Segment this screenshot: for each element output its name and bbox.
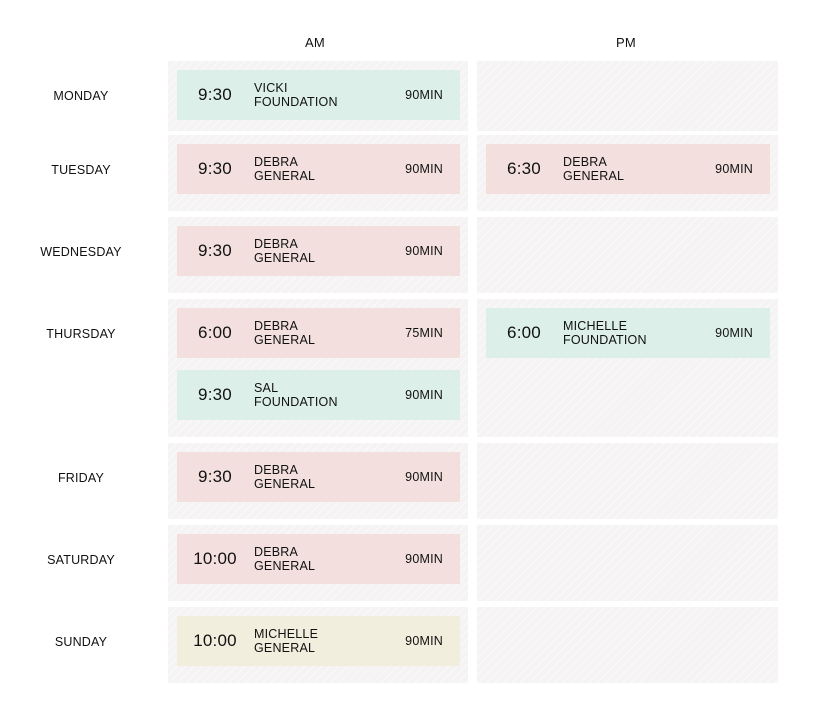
class-time: 9:30 (198, 241, 232, 260)
class-card[interactable]: 10:00 MICHELLE GENERAL 90MIN (177, 616, 460, 666)
class-time: 10:00 (193, 549, 237, 568)
slot-friday-pm (477, 443, 778, 519)
day-label-monday: MONDAY (53, 89, 109, 103)
class-card[interactable]: 6:00 DEBRA GENERAL 75MIN (177, 308, 460, 358)
class-card[interactable]: 9:30 DEBRA GENERAL 90MIN (177, 144, 460, 194)
class-info: VICKI FOUNDATION (254, 81, 338, 109)
class-info: SAL FOUNDATION (254, 381, 338, 409)
instructor-name: DEBRA (254, 319, 299, 333)
class-duration: 90MIN (405, 88, 443, 102)
instructor-name: MICHELLE (563, 319, 628, 333)
class-info: MICHELLE GENERAL (254, 627, 318, 655)
class-card[interactable]: 9:30 SAL FOUNDATION 90MIN (177, 370, 460, 420)
instructor-name: DEBRA (254, 545, 299, 559)
slot-saturday-pm (477, 525, 778, 601)
class-time: 6:00 (507, 323, 541, 342)
slot-wednesday-pm (477, 217, 778, 293)
class-info: DEBRA GENERAL (254, 319, 315, 347)
class-type: FOUNDATION (563, 333, 647, 347)
class-info: DEBRA GENERAL (254, 463, 315, 491)
class-duration: 90MIN (405, 552, 443, 566)
class-duration: 90MIN (715, 326, 753, 340)
class-type: GENERAL (254, 333, 316, 347)
class-info: DEBRA GENERAL (254, 545, 315, 573)
day-label-saturday: SATURDAY (47, 553, 115, 567)
instructor-name: MICHELLE (254, 627, 319, 641)
class-card[interactable]: 9:30 DEBRA GENERAL 90MIN (177, 226, 460, 276)
class-time: 6:00 (198, 323, 232, 342)
class-card[interactable]: 10:00 DEBRA GENERAL 90MIN (177, 534, 460, 584)
class-type: GENERAL (563, 169, 625, 183)
class-type: FOUNDATION (254, 95, 338, 109)
instructor-name: DEBRA (563, 155, 608, 169)
class-info: DEBRA GENERAL (254, 237, 315, 265)
class-card[interactable]: 9:30 VICKI FOUNDATION 90MIN (177, 70, 460, 120)
class-type: GENERAL (254, 251, 316, 265)
class-duration: 90MIN (405, 470, 443, 484)
slot-sunday-pm (477, 607, 778, 683)
class-card[interactable]: 6:00 MICHELLE FOUNDATION 90MIN (486, 308, 770, 358)
class-time: 10:00 (193, 631, 237, 650)
day-label-thursday: THURSDAY (46, 327, 116, 341)
class-type: GENERAL (254, 477, 316, 491)
class-time: 9:30 (198, 159, 232, 178)
class-duration: 90MIN (405, 388, 443, 402)
class-time: 9:30 (198, 385, 232, 404)
class-type: GENERAL (254, 559, 316, 573)
class-type: GENERAL (254, 641, 316, 655)
class-info: DEBRA GENERAL (563, 155, 624, 183)
instructor-name: DEBRA (254, 237, 299, 251)
instructor-name: DEBRA (254, 155, 299, 169)
class-time: 9:30 (198, 467, 232, 486)
class-duration: 90MIN (405, 162, 443, 176)
am-column-header: AM (304, 35, 326, 50)
class-duration: 90MIN (405, 244, 443, 258)
class-info: MICHELLE FOUNDATION (563, 319, 647, 347)
instructor-name: VICKI (254, 81, 288, 95)
class-card[interactable]: 6:30 DEBRA GENERAL 90MIN (486, 144, 770, 194)
class-time: 6:30 (507, 159, 541, 178)
day-label-wednesday: WEDNESDAY (40, 245, 122, 259)
class-info: DEBRA GENERAL (254, 155, 315, 183)
class-duration: 90MIN (405, 634, 443, 648)
class-duration: 75MIN (405, 326, 443, 340)
class-card[interactable]: 9:30 DEBRA GENERAL 90MIN (177, 452, 460, 502)
day-label-friday: FRIDAY (57, 471, 105, 485)
instructor-name: SAL (254, 381, 279, 395)
day-label-tuesday: TUESDAY (51, 163, 111, 177)
class-type: FOUNDATION (254, 395, 338, 409)
day-label-sunday: SUNDAY (54, 635, 108, 649)
class-time: 9:30 (198, 85, 232, 104)
pm-column-header: PM (615, 35, 637, 50)
slot-monday-pm (477, 61, 778, 131)
class-type: GENERAL (254, 169, 316, 183)
class-duration: 90MIN (715, 162, 753, 176)
instructor-name: DEBRA (254, 463, 299, 477)
